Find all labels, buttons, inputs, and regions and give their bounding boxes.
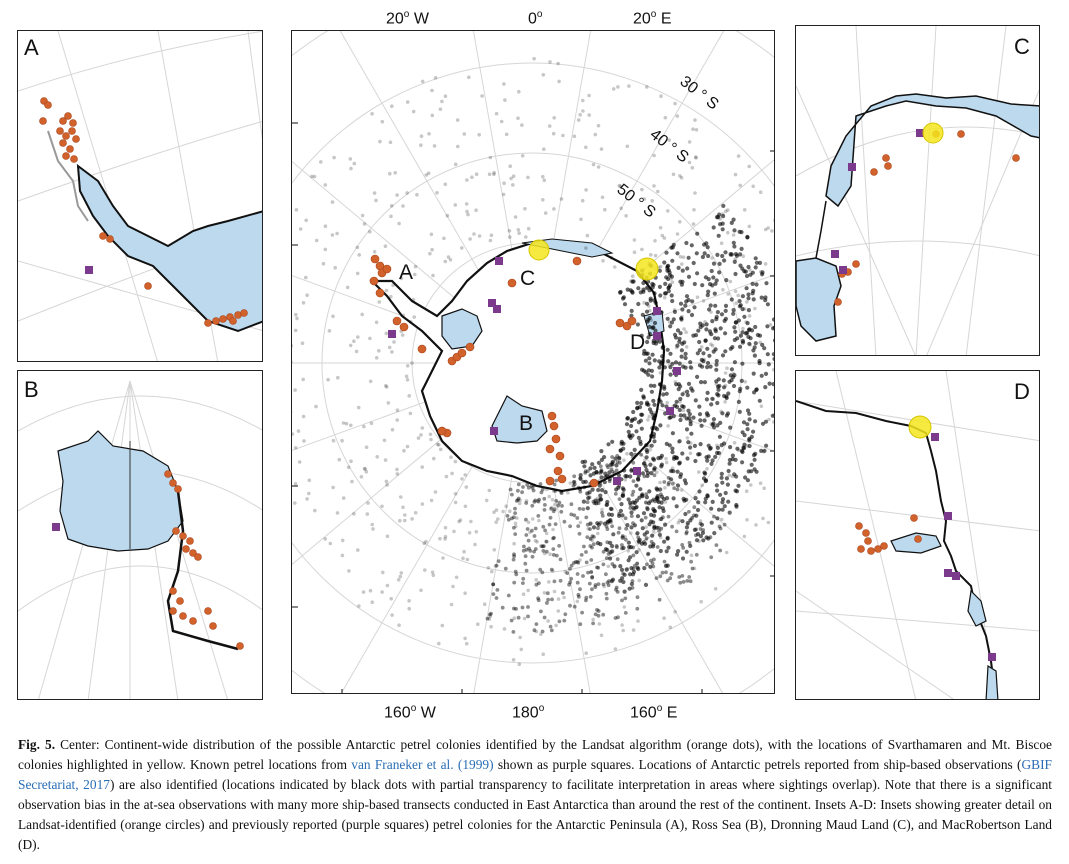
caption-text-1: Center: Continent-wide distribution of t… — [18, 737, 1052, 772]
lon-label-20e: 20o E — [633, 9, 672, 28]
inset-d-ice-3 — [985, 664, 999, 699]
region-label-a: A — [399, 261, 414, 284]
inset-b-ice-shelf — [57, 430, 184, 552]
inset-c-coast — [815, 200, 827, 259]
inset-c-land — [825, 93, 1039, 208]
svarthamaren-highlight — [528, 239, 550, 261]
inset-b-landsat-colonies — [164, 470, 244, 650]
ship-observations — [292, 56, 774, 667]
inset-a-land — [76, 163, 262, 333]
mt-biscoe-highlight — [635, 257, 659, 281]
inset-b-panel: B — [17, 370, 263, 700]
lon-label-180: 180o — [512, 703, 545, 722]
inset-d-ice — [890, 532, 942, 554]
inset-c-label: C — [1014, 34, 1030, 59]
region-label-b: B — [519, 412, 534, 435]
region-label-c: C — [520, 267, 536, 290]
inset-a-landsat-colonies — [39, 97, 248, 327]
inset-d-map — [796, 371, 1039, 699]
landsat-colonies — [369, 254, 637, 488]
inset-b-map — [18, 380, 262, 699]
lon-label-0: 0o — [528, 9, 543, 28]
inset-d-landsat-colonies — [855, 514, 922, 555]
known-locations — [388, 257, 681, 485]
inset-a-panel: A — [17, 30, 263, 362]
inset-d-highlight — [908, 415, 932, 439]
caption-text-2: shown as purple squares. Locations of An… — [493, 757, 1022, 772]
inset-a-known-location — [85, 266, 93, 274]
inset-c-panel: C — [795, 25, 1040, 356]
center-map — [292, 31, 774, 693]
region-label-d: D — [630, 331, 646, 354]
inset-a-coast-grey — [47, 130, 89, 222]
inset-d-panel: D — [795, 370, 1040, 700]
weddell-ice-shelf — [441, 308, 483, 350]
inset-d-label: D — [1014, 379, 1030, 404]
inset-d-ice-2 — [967, 589, 987, 627]
inset-b-label: B — [24, 377, 39, 402]
center-ticks — [292, 122, 774, 693]
lon-label-20w: 20o W — [386, 9, 429, 28]
antarctica-coastline — [369, 241, 666, 493]
inset-a-label: A — [24, 35, 39, 60]
lon-label-160e: 160o E — [630, 703, 678, 722]
inset-b-coast — [166, 490, 239, 651]
inset-c-land-lower — [796, 257, 842, 342]
caption-text-3: ) are also identified (locations indicat… — [18, 777, 1052, 852]
caption-link-gbif[interactable]: GBIF Secretariat, 2017 — [18, 757, 1052, 792]
caption-link-van-franeker[interactable]: van Franeker et al. (1999) — [351, 757, 494, 772]
inset-c-highlight — [922, 122, 944, 144]
inset-c-landsat-colonies — [834, 130, 1020, 306]
inset-d-known-locations — [931, 433, 996, 661]
inset-a-map — [18, 31, 262, 361]
inset-c-known-locations — [831, 129, 924, 274]
inset-b-known-location — [52, 523, 60, 531]
figure-caption: Fig. 5. Center: Continent-wide distribut… — [18, 735, 1052, 855]
inset-c-map — [796, 26, 1039, 355]
lon-label-160w: 160o W — [384, 703, 436, 722]
caption-fig-label: Fig. 5. — [18, 737, 56, 752]
ross-ice-shelf — [491, 395, 548, 444]
center-map-panel: A B C D 30 ° S 40 ° S 50 ° S — [291, 30, 775, 694]
